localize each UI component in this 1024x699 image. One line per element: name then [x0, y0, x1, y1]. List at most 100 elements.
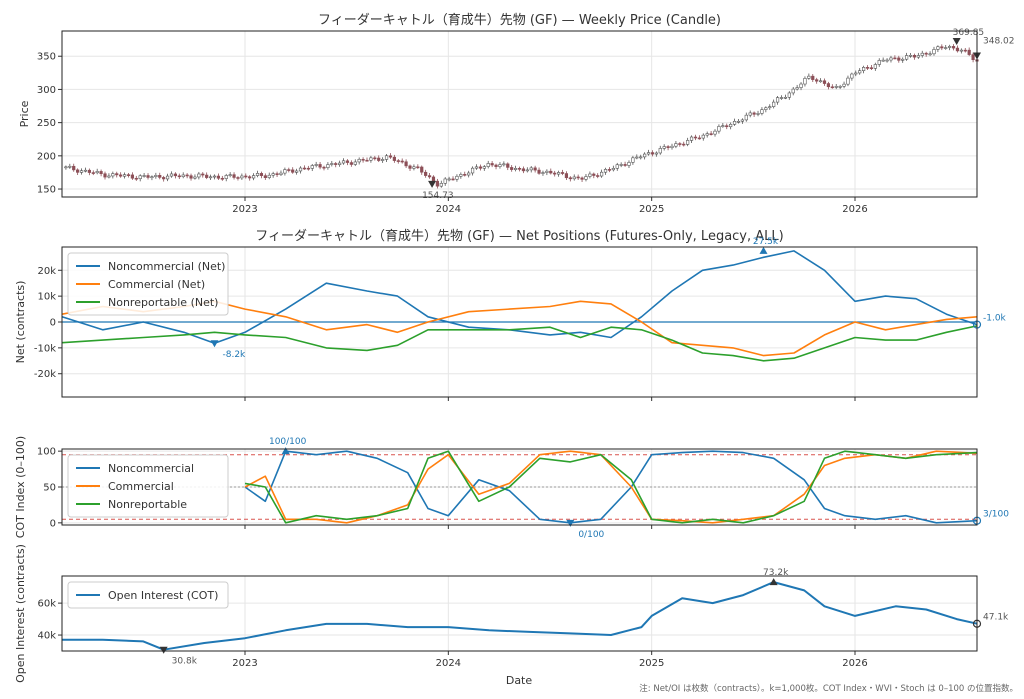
- candle-body: [396, 160, 400, 162]
- candle-body: [764, 107, 768, 110]
- legend: Noncommercial Commercial Nonreportable: [67, 454, 229, 518]
- candle-body: [185, 174, 189, 177]
- candle-body: [592, 173, 596, 176]
- annotation-label: 30.8k: [172, 657, 198, 667]
- candle-body: [752, 112, 756, 115]
- candle-body: [310, 165, 314, 169]
- candle-body: [455, 175, 459, 180]
- candle-body: [158, 175, 162, 178]
- candle-body: [154, 175, 158, 178]
- candle-body: [420, 166, 424, 173]
- annotation-marker: [769, 578, 778, 586]
- candle-body: [502, 163, 506, 166]
- candle-body: [142, 175, 146, 177]
- candle-body: [146, 175, 150, 178]
- candle-body: [885, 59, 889, 62]
- candle-body: [377, 157, 381, 161]
- candle-body: [568, 177, 572, 180]
- candle-body: [381, 159, 385, 161]
- candle-body: [893, 57, 897, 60]
- x-tick-label: 2025: [639, 204, 664, 215]
- candle-body: [815, 79, 819, 82]
- candle-body: [412, 166, 416, 169]
- y-tick-label: 20k: [37, 266, 56, 277]
- candle-body: [760, 109, 764, 114]
- candle-body: [349, 162, 353, 165]
- legend-box: [67, 252, 229, 316]
- candle-body: [107, 175, 111, 178]
- candle-body: [111, 173, 115, 177]
- x-tick-label: 2026: [842, 204, 867, 215]
- candle-body: [916, 55, 920, 58]
- candle-body: [427, 175, 432, 178]
- series-line: [61, 325, 978, 362]
- y-tick-label: -10k: [34, 343, 56, 354]
- candle-body: [498, 164, 502, 167]
- candle-body: [862, 67, 866, 71]
- x-axis-label: Date: [506, 674, 533, 687]
- candle-body: [439, 183, 443, 187]
- y-tick-label: 350: [37, 52, 56, 63]
- candle-body: [932, 49, 936, 55]
- candle-body: [670, 145, 674, 148]
- candle-body: [725, 125, 729, 128]
- candle-body: [322, 166, 326, 169]
- candle-body: [447, 178, 451, 181]
- candle-body: [729, 123, 733, 128]
- series-line: [244, 450, 978, 524]
- candle-body: [197, 173, 201, 178]
- candle-body: [869, 67, 874, 69]
- candle-body: [627, 162, 631, 166]
- candle-body: [928, 53, 932, 56]
- candle-body: [138, 175, 142, 180]
- candle-body: [646, 152, 651, 155]
- candle-body: [795, 87, 799, 90]
- open-interest-panel: 40k 60k 2023 2024 2025 2026 Open Interest (con…: [14, 544, 1009, 683]
- legend-label: Noncommercial: [108, 462, 194, 475]
- candle-body: [603, 169, 608, 173]
- candle-body: [228, 174, 232, 176]
- candle-body: [150, 176, 154, 179]
- y-tick-label: 60k: [37, 599, 56, 610]
- y-tick-label: 300: [37, 85, 56, 96]
- candle-body: [478, 166, 482, 169]
- series-line: [61, 250, 978, 345]
- candle-body: [955, 47, 960, 52]
- candle-body: [330, 163, 334, 165]
- candle-body: [99, 171, 103, 175]
- candle-body: [560, 172, 565, 174]
- candle-body: [232, 174, 236, 178]
- candle-body: [850, 73, 854, 79]
- candle-body: [822, 80, 827, 84]
- annotation-marker: [210, 340, 219, 348]
- candle-body: [619, 164, 623, 166]
- candle-body: [865, 67, 870, 69]
- chart-title: フィーダーキャトル（育成牛）先物 (GF) — Weekly Price (Ca…: [318, 12, 721, 28]
- candle-body: [193, 176, 197, 179]
- legend-box: [67, 454, 229, 518]
- candle-body: [689, 136, 694, 141]
- y-axis-label: Net (contracts): [14, 281, 27, 364]
- candle-body: [912, 55, 917, 58]
- candle-body: [490, 163, 494, 166]
- candle-body: [924, 52, 928, 55]
- candle-body: [103, 173, 107, 178]
- candle-body: [686, 140, 690, 145]
- candle-body: [400, 160, 404, 163]
- cot-index-panel: 0 50 100 COT Index (0–100) 100/100 0/100 3/100…: [14, 436, 1009, 540]
- candle-body: [416, 166, 420, 169]
- candle-body: [470, 167, 475, 174]
- candle-body: [944, 47, 948, 49]
- candle-body: [553, 172, 557, 175]
- candle-body: [811, 75, 815, 80]
- candle-body: [779, 97, 784, 99]
- legend-label: Nonreportable (Net): [108, 296, 218, 309]
- candle-body: [467, 172, 471, 176]
- candle-body: [959, 49, 963, 52]
- candle-body: [799, 83, 803, 88]
- candle-body: [306, 167, 310, 170]
- candle-body: [818, 80, 823, 83]
- candle-body: [177, 175, 181, 178]
- candle-body: [635, 156, 639, 159]
